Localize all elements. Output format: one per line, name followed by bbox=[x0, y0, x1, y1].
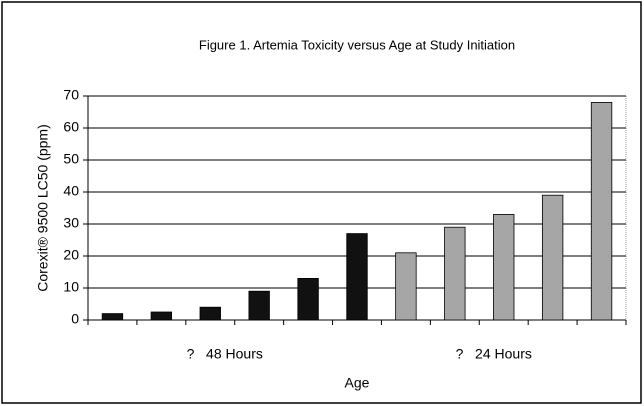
bar bbox=[541, 194, 564, 321]
bar bbox=[590, 102, 613, 321]
bar bbox=[493, 213, 515, 321]
chart-title: Figure 1. Artemia Toxicity versus Age at… bbox=[199, 37, 515, 52]
y-axis-label: Corexit® 9500 LC50 (ppm) bbox=[35, 124, 51, 292]
bar bbox=[444, 226, 466, 321]
bar bbox=[199, 306, 221, 321]
bar bbox=[395, 252, 417, 321]
y-tick-label: 10 bbox=[63, 279, 79, 295]
y-tick-label: 30 bbox=[63, 215, 79, 231]
bar bbox=[346, 233, 368, 321]
y-tick-label: 40 bbox=[63, 183, 79, 199]
y-tick-label: 50 bbox=[63, 151, 79, 167]
bar bbox=[150, 311, 173, 321]
y-tick-label: 60 bbox=[63, 119, 79, 135]
group-label: ? 48 Hours bbox=[187, 346, 263, 362]
x-axis-label: Age bbox=[345, 375, 370, 391]
y-tick-label: 70 bbox=[63, 87, 79, 103]
bar bbox=[297, 277, 319, 321]
bar bbox=[248, 290, 270, 321]
group-label: ? 24 Hours bbox=[456, 346, 532, 362]
y-tick-label: 20 bbox=[63, 247, 79, 263]
bar bbox=[101, 313, 124, 321]
y-tick-label: 0 bbox=[71, 311, 79, 327]
